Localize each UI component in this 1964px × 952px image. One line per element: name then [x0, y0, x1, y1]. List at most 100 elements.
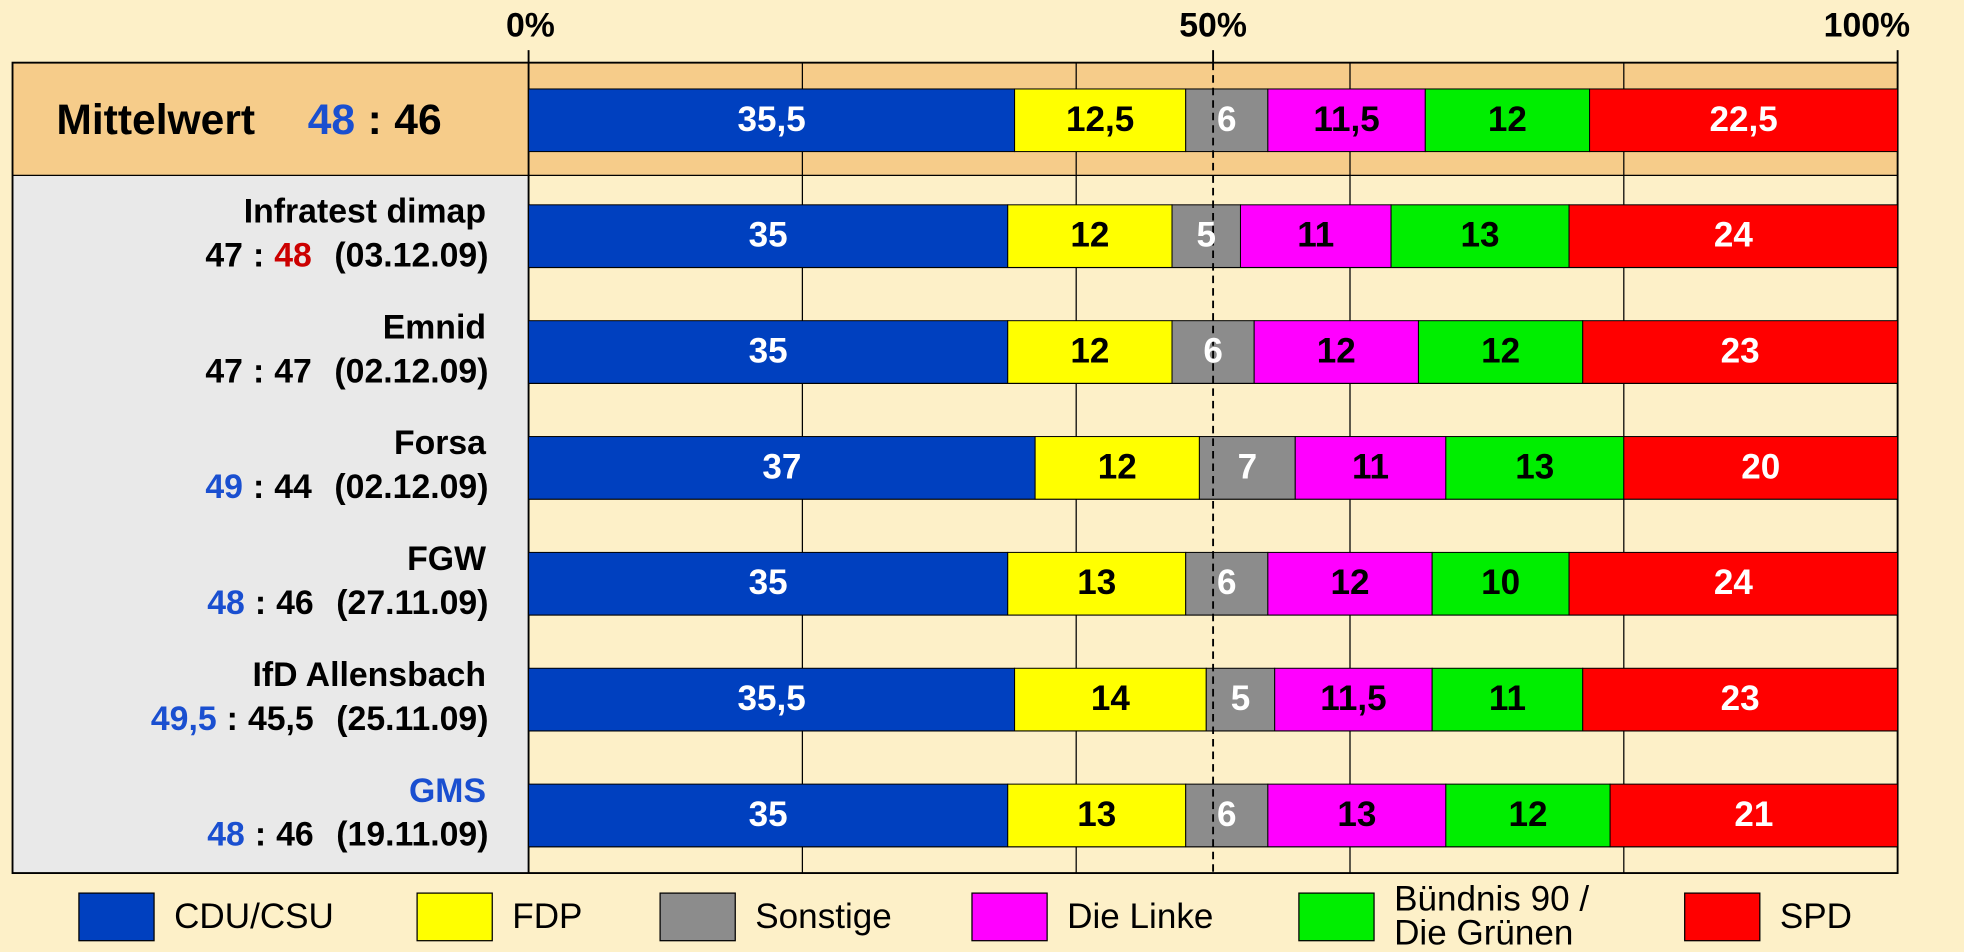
bar-segment [1185, 551, 1269, 616]
score-date: (19.11.09) [336, 816, 488, 854]
value-label: 24 [1714, 563, 1754, 602]
value-label: 35 [749, 332, 788, 371]
score-sep: : [255, 584, 266, 622]
value-label: 12 [1481, 332, 1520, 371]
value-label: 11 [1352, 447, 1389, 486]
x-tick-label: 50% [1179, 7, 1247, 45]
bar-segment [1267, 783, 1447, 848]
score-date: (25.11.09) [336, 700, 488, 738]
legend-item: Die Linke [1067, 896, 1214, 936]
bar-segment [1294, 436, 1447, 500]
value-label: 13 [1077, 795, 1116, 834]
score-left: 49,5 [151, 700, 217, 738]
value-label: 35 [749, 563, 788, 602]
bar-segment [1014, 88, 1187, 153]
value-label: 35,5 [737, 100, 805, 139]
value-label: 13 [1077, 563, 1116, 602]
bar-segment [1185, 783, 1269, 848]
score-date: (03.12.09) [334, 236, 488, 274]
bar-segment [1445, 436, 1625, 500]
mean-panel [12, 62, 529, 176]
legend-item: CDU/CSU [174, 898, 334, 933]
bar-segment [1267, 88, 1426, 153]
row-name: Emnid [383, 308, 486, 346]
legend-swatch [971, 892, 1048, 942]
value-label: 13 [1515, 447, 1554, 486]
value-label: 13 [1461, 216, 1500, 255]
score-right: 46 [276, 816, 314, 854]
value-label: 35,5 [737, 679, 805, 718]
legend-label: Sonstige [755, 896, 892, 936]
bar-segment [1185, 88, 1269, 153]
bar-segment [1582, 667, 1899, 732]
bar-segment [1007, 204, 1173, 268]
value-label: 23 [1721, 679, 1760, 718]
legend-swatch [659, 892, 736, 942]
value-label: 12 [1070, 216, 1109, 255]
bar-segment [1205, 667, 1276, 732]
bars [528, 88, 1899, 848]
label-panel [12, 175, 529, 874]
score-left: 49 [205, 468, 243, 506]
row-name: GMS [409, 772, 486, 810]
score-left: 48 [207, 816, 245, 854]
score-right: 44 [274, 468, 312, 506]
bar-segment [1390, 204, 1570, 268]
score-sep: : [255, 816, 266, 854]
bar-segment [528, 436, 1036, 500]
row-name: IfD Allensbach [252, 656, 486, 694]
value-label: 11,5 [1320, 679, 1386, 718]
bar-segment [528, 551, 1009, 616]
row-label: Mittelwert 48:46 [56, 96, 441, 144]
legend-label: FDP [512, 896, 583, 936]
value-label: 37 [762, 447, 801, 486]
bar-segment [1171, 204, 1241, 268]
value-label: 12 [1488, 100, 1527, 139]
bar-segment [1253, 320, 1419, 384]
value-label: 22,5 [1709, 100, 1777, 139]
score-right: 47 [274, 352, 312, 390]
legend-label: Bündnis 90 / Die Grünen [1394, 879, 1590, 952]
score-right: 48 [274, 236, 312, 274]
bar-segment [1568, 551, 1899, 616]
score-left: 47 [205, 236, 243, 274]
bar-segment [528, 667, 1016, 732]
value-label: 5 [1196, 216, 1216, 255]
bar-segment [1034, 436, 1200, 500]
legend-item: FDP [512, 896, 583, 936]
bar-segment [1007, 551, 1187, 616]
score-sep: : [253, 352, 264, 390]
row-score: 49:44 (02.12.09) [205, 468, 488, 506]
row-score: 48:46 (19.11.09) [207, 816, 488, 854]
value-label: 20 [1741, 447, 1780, 486]
legend-swatch [416, 892, 493, 942]
x-tick-label: 0% [506, 7, 555, 45]
legend-item: SPD [1780, 898, 1852, 933]
row-score: 49,5:45,5 (25.11.09) [151, 700, 489, 738]
value-label: 12 [1070, 332, 1109, 371]
bar-segment [528, 320, 1009, 384]
value-label: 5 [1231, 679, 1251, 718]
score-date: (02.12.09) [334, 352, 488, 390]
score-date: (02.12.09) [334, 468, 488, 506]
bar-segment [1274, 667, 1433, 732]
legend-label: Die Linke [1067, 896, 1214, 936]
value-label: 35 [749, 216, 788, 255]
bar-segment [528, 783, 1009, 848]
value-label: 12,5 [1066, 100, 1134, 139]
value-label: 23 [1721, 332, 1760, 371]
value-label: 35 [749, 795, 788, 834]
score-left: 48 [308, 96, 355, 144]
row-name: Forsa [394, 424, 487, 462]
bar-segment [1007, 783, 1187, 848]
value-label: 11,5 [1313, 100, 1379, 139]
row-score: 48:46 (27.11.09) [207, 584, 488, 622]
score-sep: : [253, 236, 264, 274]
value-label: 12 [1508, 795, 1547, 834]
legend-item: Bündnis 90 / Die Grünen [1394, 879, 1590, 952]
value-label: 6 [1203, 332, 1223, 371]
bar-segment [1431, 551, 1570, 616]
value-label: 12 [1330, 563, 1369, 602]
row-score: 47:47 (02.12.09) [205, 352, 488, 390]
value-label: 11 [1489, 679, 1526, 718]
